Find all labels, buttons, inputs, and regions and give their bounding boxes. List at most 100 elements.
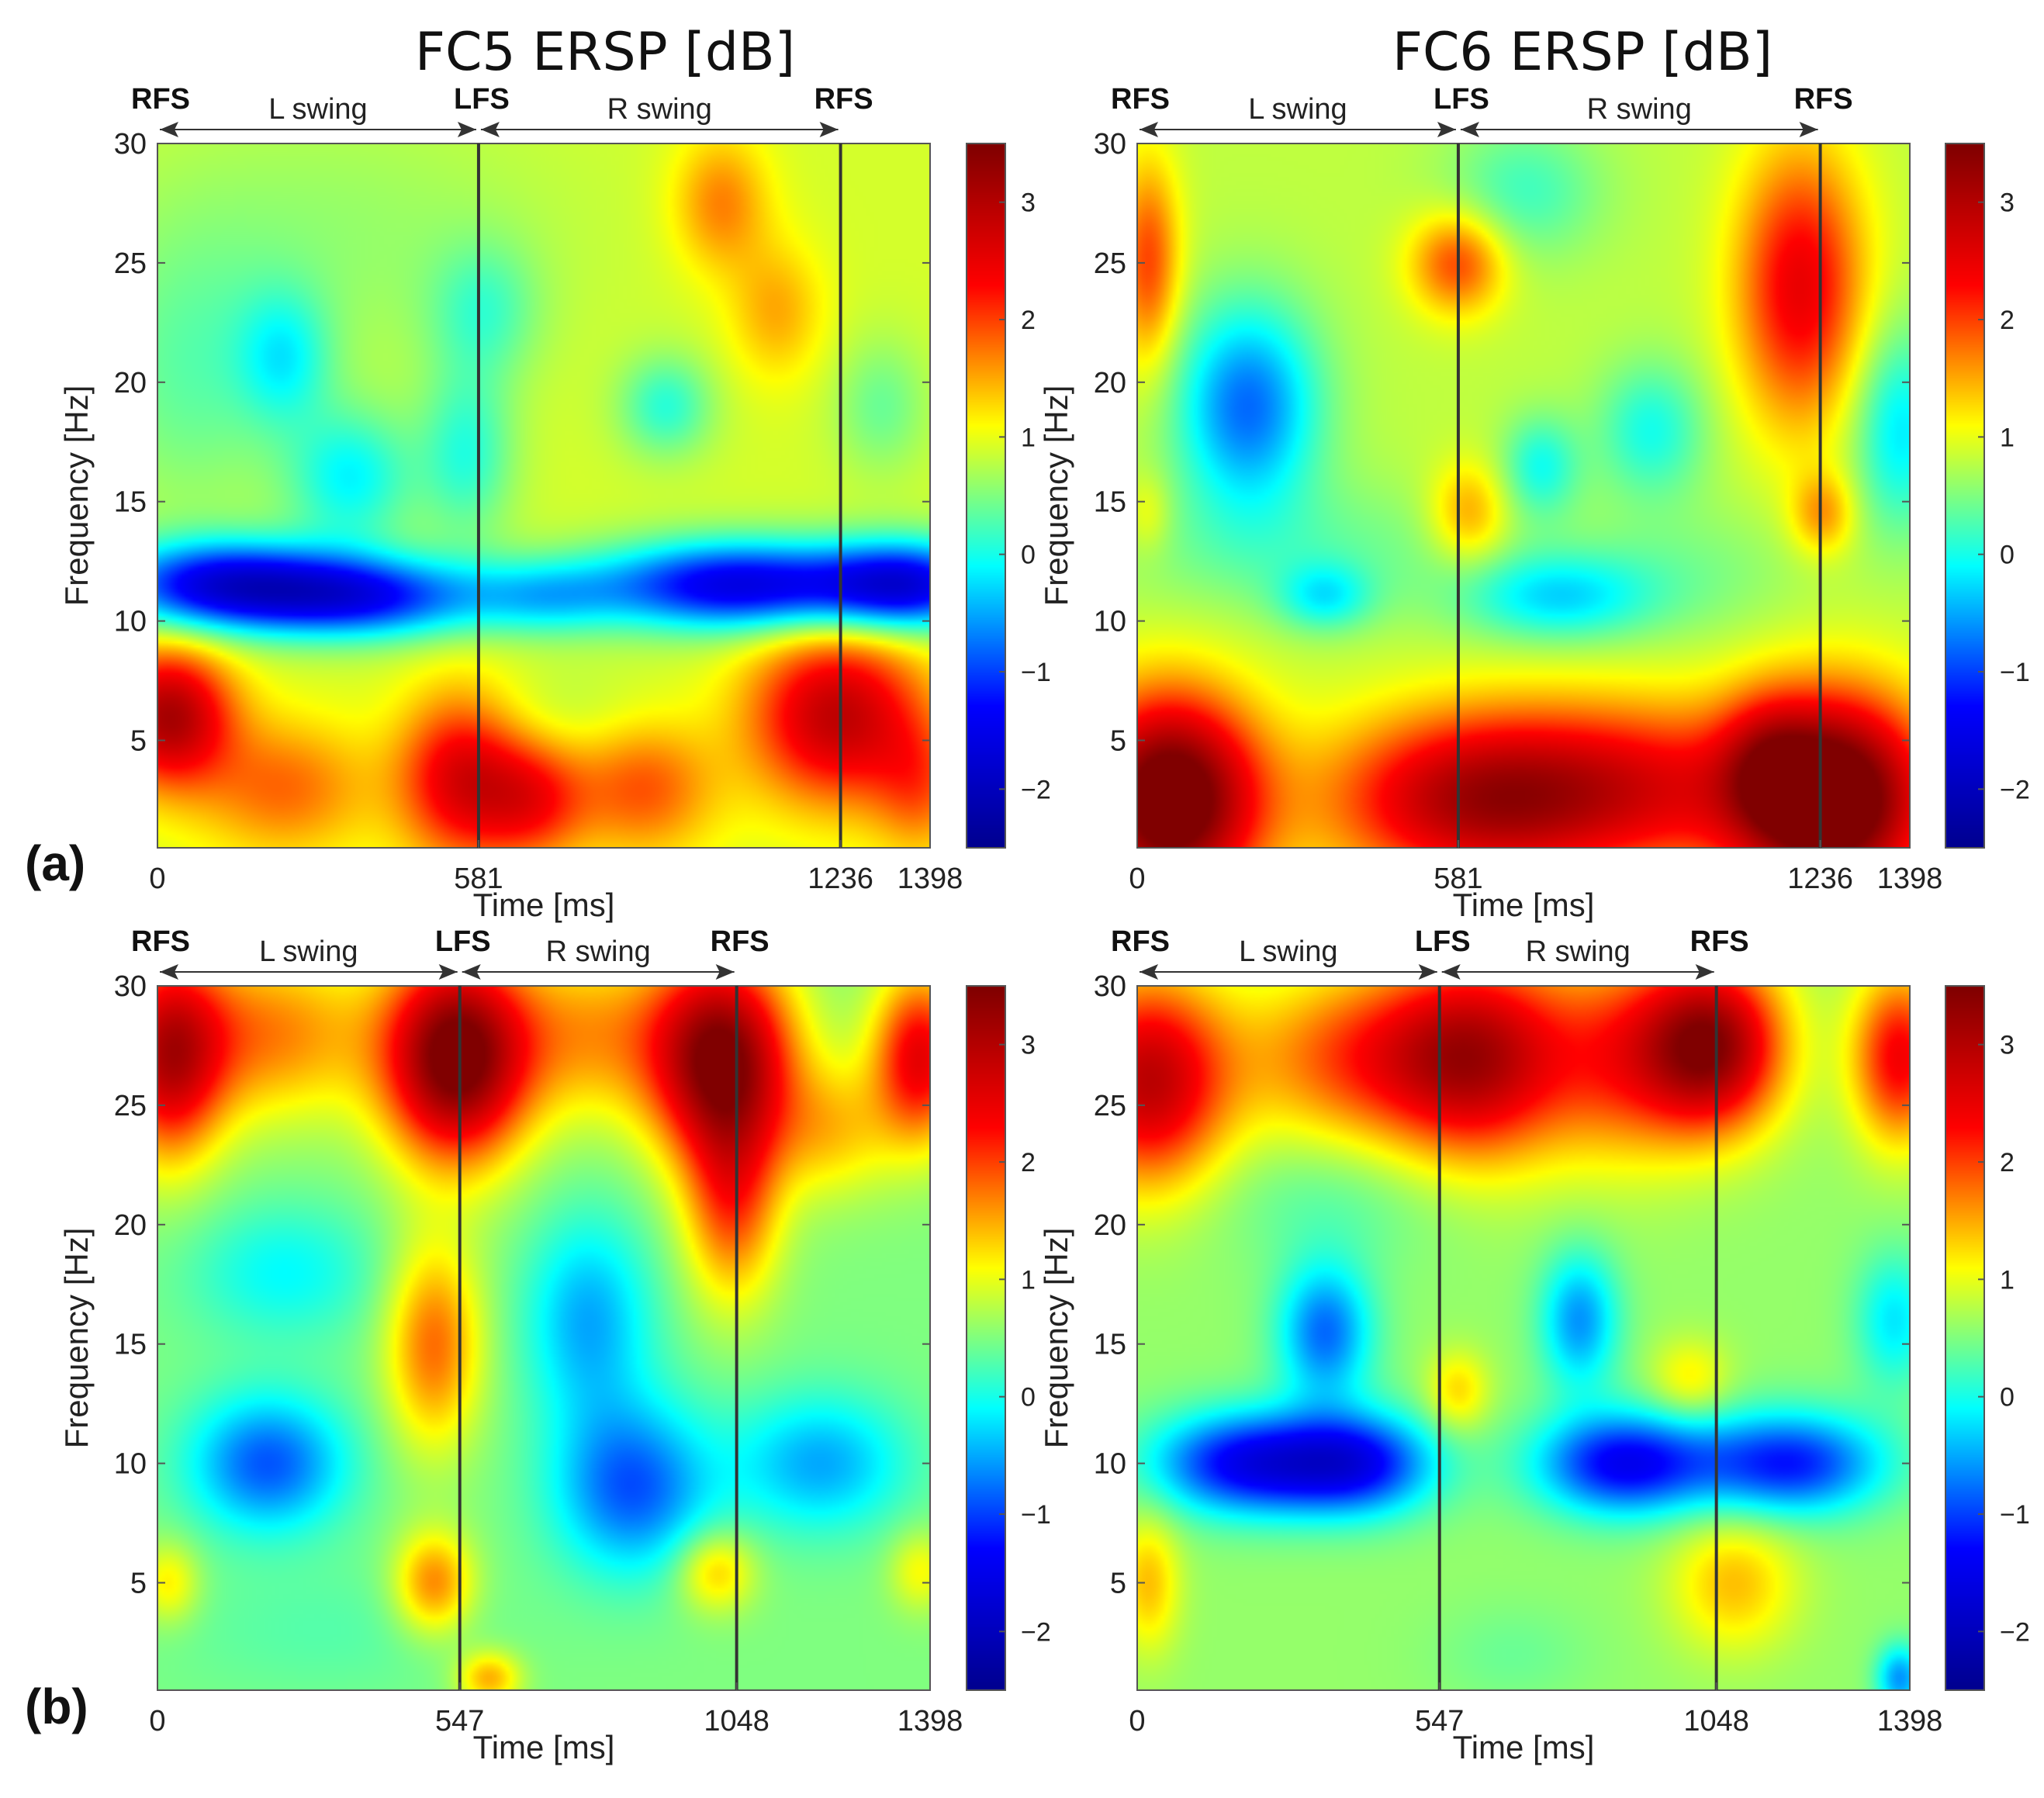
phase-arrowhead-right bbox=[1437, 122, 1456, 137]
event-label-rfs: RFS bbox=[1794, 83, 1853, 116]
x-tick-label: 1236 bbox=[1787, 863, 1853, 895]
event-label-lfs: LFS bbox=[1415, 925, 1471, 958]
y-tick-label: 5 bbox=[1110, 1567, 1126, 1599]
x-tick-label: 1048 bbox=[704, 1705, 770, 1737]
y-tick-label: 10 bbox=[114, 606, 147, 638]
colorbar-tick-label: 0 bbox=[1021, 541, 1036, 570]
column-title-fc6: FC6 ERSP [dB] bbox=[1392, 22, 1773, 83]
phase-label: R swing bbox=[1587, 93, 1692, 126]
colorbar-tick-label: 1 bbox=[1021, 1265, 1036, 1295]
x-tick-label: 581 bbox=[1434, 863, 1482, 895]
colorbar-tick-label: −2 bbox=[2000, 1617, 2030, 1647]
phase-arrowhead-right bbox=[457, 122, 476, 137]
y-axis-label: Frequency [Hz] bbox=[58, 386, 95, 607]
phase-arrowhead-left bbox=[480, 122, 500, 137]
phase-label: L swing bbox=[259, 935, 358, 968]
heatmap-image bbox=[157, 986, 930, 1690]
phase-arrowhead-right bbox=[1695, 964, 1714, 980]
x-tick-label: 1398 bbox=[897, 863, 963, 895]
y-axis-label: Frequency [Hz] bbox=[1038, 1228, 1074, 1449]
x-axis-label: Time [ms] bbox=[1453, 887, 1595, 923]
phase-arrowhead-right bbox=[819, 122, 839, 137]
x-tick-label: 0 bbox=[1129, 863, 1145, 895]
event-label-lfs: LFS bbox=[454, 83, 510, 116]
event-label-rfs: RFS bbox=[711, 925, 770, 958]
colorbar-tick-label: 0 bbox=[2000, 541, 2015, 570]
plot-frame bbox=[157, 143, 931, 849]
phase-label: L swing bbox=[1248, 93, 1347, 126]
y-tick-label: 10 bbox=[1094, 1448, 1126, 1481]
phase-arrowhead-left bbox=[1460, 122, 1479, 137]
x-tick-label: 0 bbox=[149, 1705, 165, 1737]
event-label-rfs: RFS bbox=[1111, 83, 1170, 116]
colorbar-tick-label: −2 bbox=[1021, 1617, 1051, 1647]
colorbar-tick-label: −2 bbox=[1021, 775, 1051, 804]
y-tick-label: 15 bbox=[114, 486, 147, 519]
event-label-rfs: RFS bbox=[131, 925, 190, 958]
phase-arrowhead-right bbox=[1418, 964, 1437, 980]
y-tick-label: 15 bbox=[1094, 1329, 1126, 1361]
y-tick-label: 30 bbox=[114, 970, 147, 1003]
event-label-rfs: RFS bbox=[814, 83, 873, 116]
x-tick-label: 1236 bbox=[808, 863, 873, 895]
event-label-rfs: RFS bbox=[1111, 925, 1170, 958]
y-tick-label: 5 bbox=[130, 1567, 147, 1599]
x-tick-label: 0 bbox=[149, 863, 165, 895]
y-tick-label: 10 bbox=[114, 1448, 147, 1481]
heatmap-image bbox=[1137, 986, 1910, 1690]
colorbar-tick-label: 3 bbox=[2000, 1031, 2015, 1060]
phase-arrowhead-right bbox=[438, 964, 458, 980]
x-tick-label: 1398 bbox=[1877, 863, 1943, 895]
colorbar-tick-label: −1 bbox=[2000, 658, 2030, 687]
x-tick-label: 547 bbox=[1415, 1705, 1464, 1737]
phase-label: L swing bbox=[1239, 935, 1337, 968]
colorbar-tick-label: 3 bbox=[1021, 1031, 1036, 1060]
x-axis-label: Time [ms] bbox=[473, 1729, 615, 1765]
y-tick-label: 25 bbox=[1094, 247, 1126, 280]
colorbar-tick-label: 0 bbox=[2000, 1383, 2015, 1412]
row-label-a: (a) bbox=[25, 835, 85, 891]
y-tick-label: 10 bbox=[1094, 606, 1126, 638]
phase-arrowhead-left bbox=[160, 122, 178, 137]
x-tick-label: 581 bbox=[454, 863, 503, 895]
colorbar-tick-label: −1 bbox=[2000, 1500, 2030, 1530]
phase-arrowhead-right bbox=[1799, 122, 1818, 137]
colorbar-tick-label: 1 bbox=[2000, 423, 2015, 452]
colorbar bbox=[967, 143, 1005, 848]
colorbar-frame bbox=[1945, 143, 1985, 849]
y-tick-label: 30 bbox=[1094, 128, 1126, 161]
colorbar bbox=[1945, 986, 1984, 1690]
x-axis-label: Time [ms] bbox=[1453, 1729, 1595, 1765]
colorbar-frame bbox=[966, 143, 1006, 849]
event-label-lfs: LFS bbox=[1434, 83, 1489, 116]
y-axis-label: Frequency [Hz] bbox=[1038, 386, 1074, 607]
phase-label: R swing bbox=[1526, 935, 1631, 968]
y-axis-label: Frequency [Hz] bbox=[58, 1228, 95, 1449]
x-tick-label: 1048 bbox=[1683, 1705, 1749, 1737]
event-label-lfs: LFS bbox=[435, 925, 491, 958]
phase-label: R swing bbox=[607, 93, 712, 126]
y-tick-label: 30 bbox=[1094, 970, 1126, 1003]
colorbar-tick-label: −1 bbox=[1021, 1500, 1051, 1530]
x-tick-label: 0 bbox=[1129, 1705, 1145, 1737]
plot-frame bbox=[157, 985, 931, 1691]
colorbar bbox=[967, 986, 1005, 1690]
phase-arrowhead-left bbox=[1140, 964, 1158, 980]
y-tick-label: 25 bbox=[1094, 1090, 1126, 1122]
colorbar-tick-label: 3 bbox=[2000, 188, 2015, 218]
event-label-rfs: RFS bbox=[1690, 925, 1749, 958]
colorbar-tick-label: 2 bbox=[2000, 1148, 2015, 1177]
y-tick-label: 30 bbox=[114, 128, 147, 161]
y-tick-label: 20 bbox=[1094, 367, 1126, 399]
y-tick-label: 25 bbox=[114, 247, 147, 280]
phase-arrowhead-left bbox=[462, 964, 481, 980]
phase-arrowhead-left bbox=[160, 964, 178, 980]
y-tick-label: 15 bbox=[1094, 486, 1126, 519]
colorbar-tick-label: 0 bbox=[1021, 1383, 1036, 1412]
colorbar-frame bbox=[1945, 985, 1985, 1691]
